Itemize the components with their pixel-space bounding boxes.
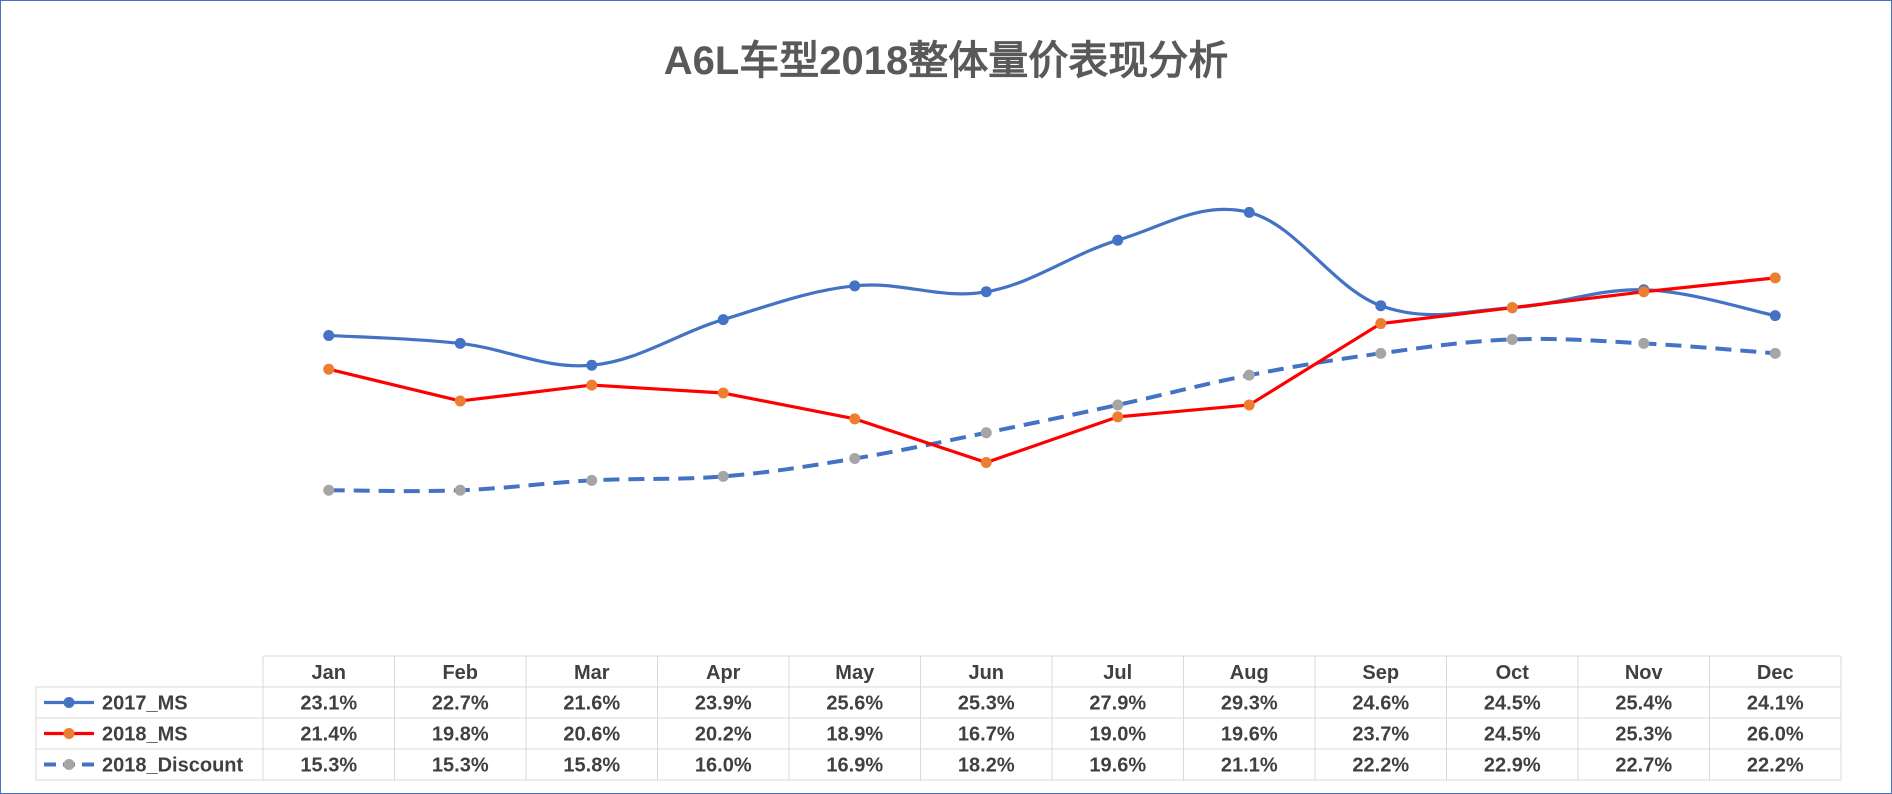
table-cell-value: 15.8% bbox=[563, 755, 620, 777]
table-cell-value: 22.2% bbox=[1352, 755, 1409, 777]
data-point bbox=[1769, 310, 1781, 322]
x-tick-label: Jul bbox=[1103, 662, 1132, 684]
table-cell-value: 16.7% bbox=[958, 724, 1015, 746]
data-point bbox=[980, 457, 992, 469]
data-point bbox=[1375, 318, 1387, 330]
data-point bbox=[1506, 333, 1518, 345]
data-point bbox=[849, 413, 861, 425]
table-cell-value: 27.9% bbox=[1089, 693, 1146, 715]
data-point bbox=[323, 363, 335, 375]
x-tick-label: Jan bbox=[312, 662, 346, 684]
table-cell-value: 25.6% bbox=[826, 693, 883, 715]
data-point bbox=[586, 379, 598, 391]
table-cell-value: 25.3% bbox=[1615, 724, 1672, 746]
table-cell-value: 25.3% bbox=[958, 693, 1015, 715]
x-tick-label: Aug bbox=[1230, 662, 1269, 684]
table-cell-value: 16.9% bbox=[826, 755, 883, 777]
data-point bbox=[1769, 272, 1781, 284]
data-point bbox=[1243, 206, 1255, 218]
data-point bbox=[1243, 399, 1255, 411]
table-cell-value: 24.6% bbox=[1352, 693, 1409, 715]
legend-series-name: 2018_MS bbox=[102, 724, 188, 746]
table-cell-value: 21.6% bbox=[563, 693, 620, 715]
data-point bbox=[1112, 411, 1124, 423]
table-cell-value: 23.9% bbox=[695, 693, 752, 715]
data-point bbox=[586, 474, 598, 486]
table-cell-value: 24.5% bbox=[1484, 724, 1541, 746]
x-tick-label: Feb bbox=[442, 662, 478, 684]
data-point bbox=[1506, 302, 1518, 314]
data-point bbox=[1112, 399, 1124, 411]
data-point bbox=[980, 286, 992, 298]
data-point bbox=[323, 329, 335, 341]
table-cell-value: 18.2% bbox=[958, 755, 1015, 777]
x-tick-label: Oct bbox=[1496, 662, 1530, 684]
legend-series-name: 2018_Discount bbox=[102, 755, 244, 777]
data-table: Jan Feb Mar Apr May Jun Jul Aug Sep Oct Nov Dec 2017… bbox=[35, 655, 1842, 781]
data-point bbox=[586, 359, 598, 371]
data-point bbox=[454, 395, 466, 407]
legend-series-name: 2017_MS bbox=[102, 693, 188, 715]
table-cell-value: 22.7% bbox=[432, 693, 489, 715]
table-cell-value: 15.3% bbox=[300, 755, 357, 777]
x-tick-label: Nov bbox=[1625, 662, 1664, 684]
data-point bbox=[323, 484, 335, 496]
table-cell-value: 20.6% bbox=[563, 724, 620, 746]
x-tick-label: Sep bbox=[1362, 662, 1399, 684]
x-tick-label: Mar bbox=[574, 662, 610, 684]
data-point bbox=[717, 314, 729, 326]
table-cell-value: 23.1% bbox=[300, 693, 357, 715]
data-point bbox=[1112, 234, 1124, 246]
data-point bbox=[717, 470, 729, 482]
data-point bbox=[1375, 347, 1387, 359]
data-point bbox=[1375, 300, 1387, 312]
legend-key-marker bbox=[63, 728, 75, 739]
table-cell-value: 19.8% bbox=[432, 724, 489, 746]
x-tick-label: May bbox=[835, 662, 875, 684]
table-cell-value: 16.0% bbox=[695, 755, 752, 777]
table-cell-value: 24.5% bbox=[1484, 693, 1541, 715]
table-cell-value: 29.3% bbox=[1221, 693, 1278, 715]
data-point bbox=[980, 427, 992, 439]
data-point bbox=[454, 337, 466, 349]
chart-title: A6L车型2018整体量价表现分析 bbox=[663, 39, 1229, 83]
table-cell-value: 15.3% bbox=[432, 755, 489, 777]
table-cell-value: 22.9% bbox=[1484, 755, 1541, 777]
series-line-2017_MS bbox=[328, 207, 1776, 368]
table-cell-value: 20.2% bbox=[695, 724, 752, 746]
plot-area bbox=[323, 206, 1781, 496]
table-cell-value: 18.9% bbox=[826, 724, 883, 746]
x-tick-label: Dec bbox=[1757, 662, 1794, 684]
series-line-2018_Discount bbox=[328, 336, 1776, 494]
data-point bbox=[1638, 286, 1650, 298]
table-cell-value: 19.6% bbox=[1221, 724, 1278, 746]
legend-key-marker bbox=[63, 697, 75, 708]
table-cell-value: 21.1% bbox=[1221, 755, 1278, 777]
x-tick-label: Apr bbox=[706, 662, 741, 684]
table-cell-value: 21.4% bbox=[300, 724, 357, 746]
table-cell-value: 22.7% bbox=[1615, 755, 1672, 777]
table-cell-value: 19.6% bbox=[1089, 755, 1146, 777]
data-point bbox=[849, 453, 861, 465]
table-cell-value: 19.0% bbox=[1089, 724, 1146, 746]
legend-key-marker bbox=[63, 759, 75, 770]
table-cell-value: 23.7% bbox=[1352, 724, 1409, 746]
data-point bbox=[1243, 369, 1255, 381]
series-line-2018_MS bbox=[328, 276, 1776, 465]
x-tick-label: Jun bbox=[968, 662, 1004, 684]
data-point bbox=[849, 280, 861, 292]
table-cell-value: 24.1% bbox=[1747, 693, 1804, 715]
table-cell-value: 22.2% bbox=[1747, 755, 1804, 777]
table-cell-value: 25.4% bbox=[1615, 693, 1672, 715]
data-point bbox=[717, 387, 729, 399]
data-point bbox=[454, 484, 466, 496]
data-point bbox=[1769, 347, 1781, 359]
table-cell-value: 26.0% bbox=[1747, 724, 1804, 746]
data-point bbox=[1638, 337, 1650, 349]
